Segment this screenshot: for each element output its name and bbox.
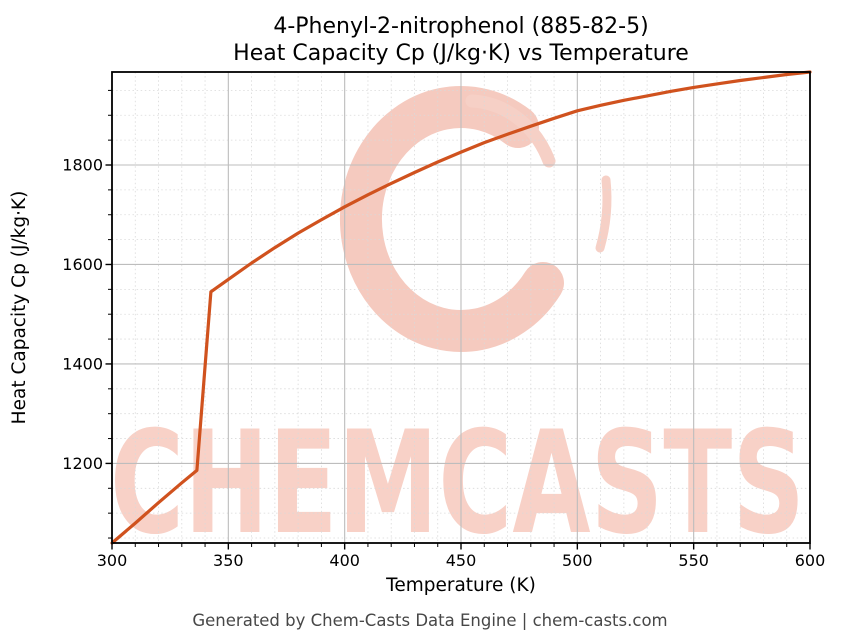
- watermark: CHEMCASTS: [110, 86, 805, 566]
- x-tick-label: 300: [97, 551, 128, 570]
- watermark-c-inner-swoosh-icon: [465, 94, 556, 168]
- x-axis-tick-labels: 300 350 400 450 500 550 600: [97, 551, 826, 570]
- footer-attribution: Generated by Chem-Casts Data Engine | ch…: [192, 611, 667, 630]
- x-tick-label: 500: [562, 551, 593, 570]
- watermark-text: CHEMCASTS: [110, 401, 805, 566]
- y-tick-label: 1800: [62, 156, 103, 175]
- watermark-c-outer-swoosh-icon: [595, 175, 612, 253]
- y-tick-label: 1600: [62, 255, 103, 274]
- chart-title-line1: 4-Phenyl-2-nitrophenol (885-82-5): [273, 14, 648, 39]
- x-tick-label: 450: [446, 551, 477, 570]
- y-tick-label: 1200: [62, 454, 103, 473]
- x-tick-label: 550: [678, 551, 709, 570]
- y-axis-tick-labels: 1200 1400 1600 1800: [62, 156, 103, 473]
- x-tick-label: 600: [795, 551, 826, 570]
- axis-ticks: [105, 89, 811, 550]
- cp-vs-temperature-curve: [110, 70, 812, 545]
- watermark-c-logo: [339, 86, 564, 352]
- y-tick-label: 1400: [62, 354, 103, 373]
- x-tick-label: 400: [329, 551, 360, 570]
- x-axis-label: Temperature (K): [385, 575, 536, 596]
- y-axis-label: Heat Capacity Cp (J/kg·K): [9, 191, 30, 425]
- x-tick-label: 350: [213, 551, 244, 570]
- chart-title-line2: Heat Capacity Cp (J/kg·K) vs Temperature: [233, 41, 689, 66]
